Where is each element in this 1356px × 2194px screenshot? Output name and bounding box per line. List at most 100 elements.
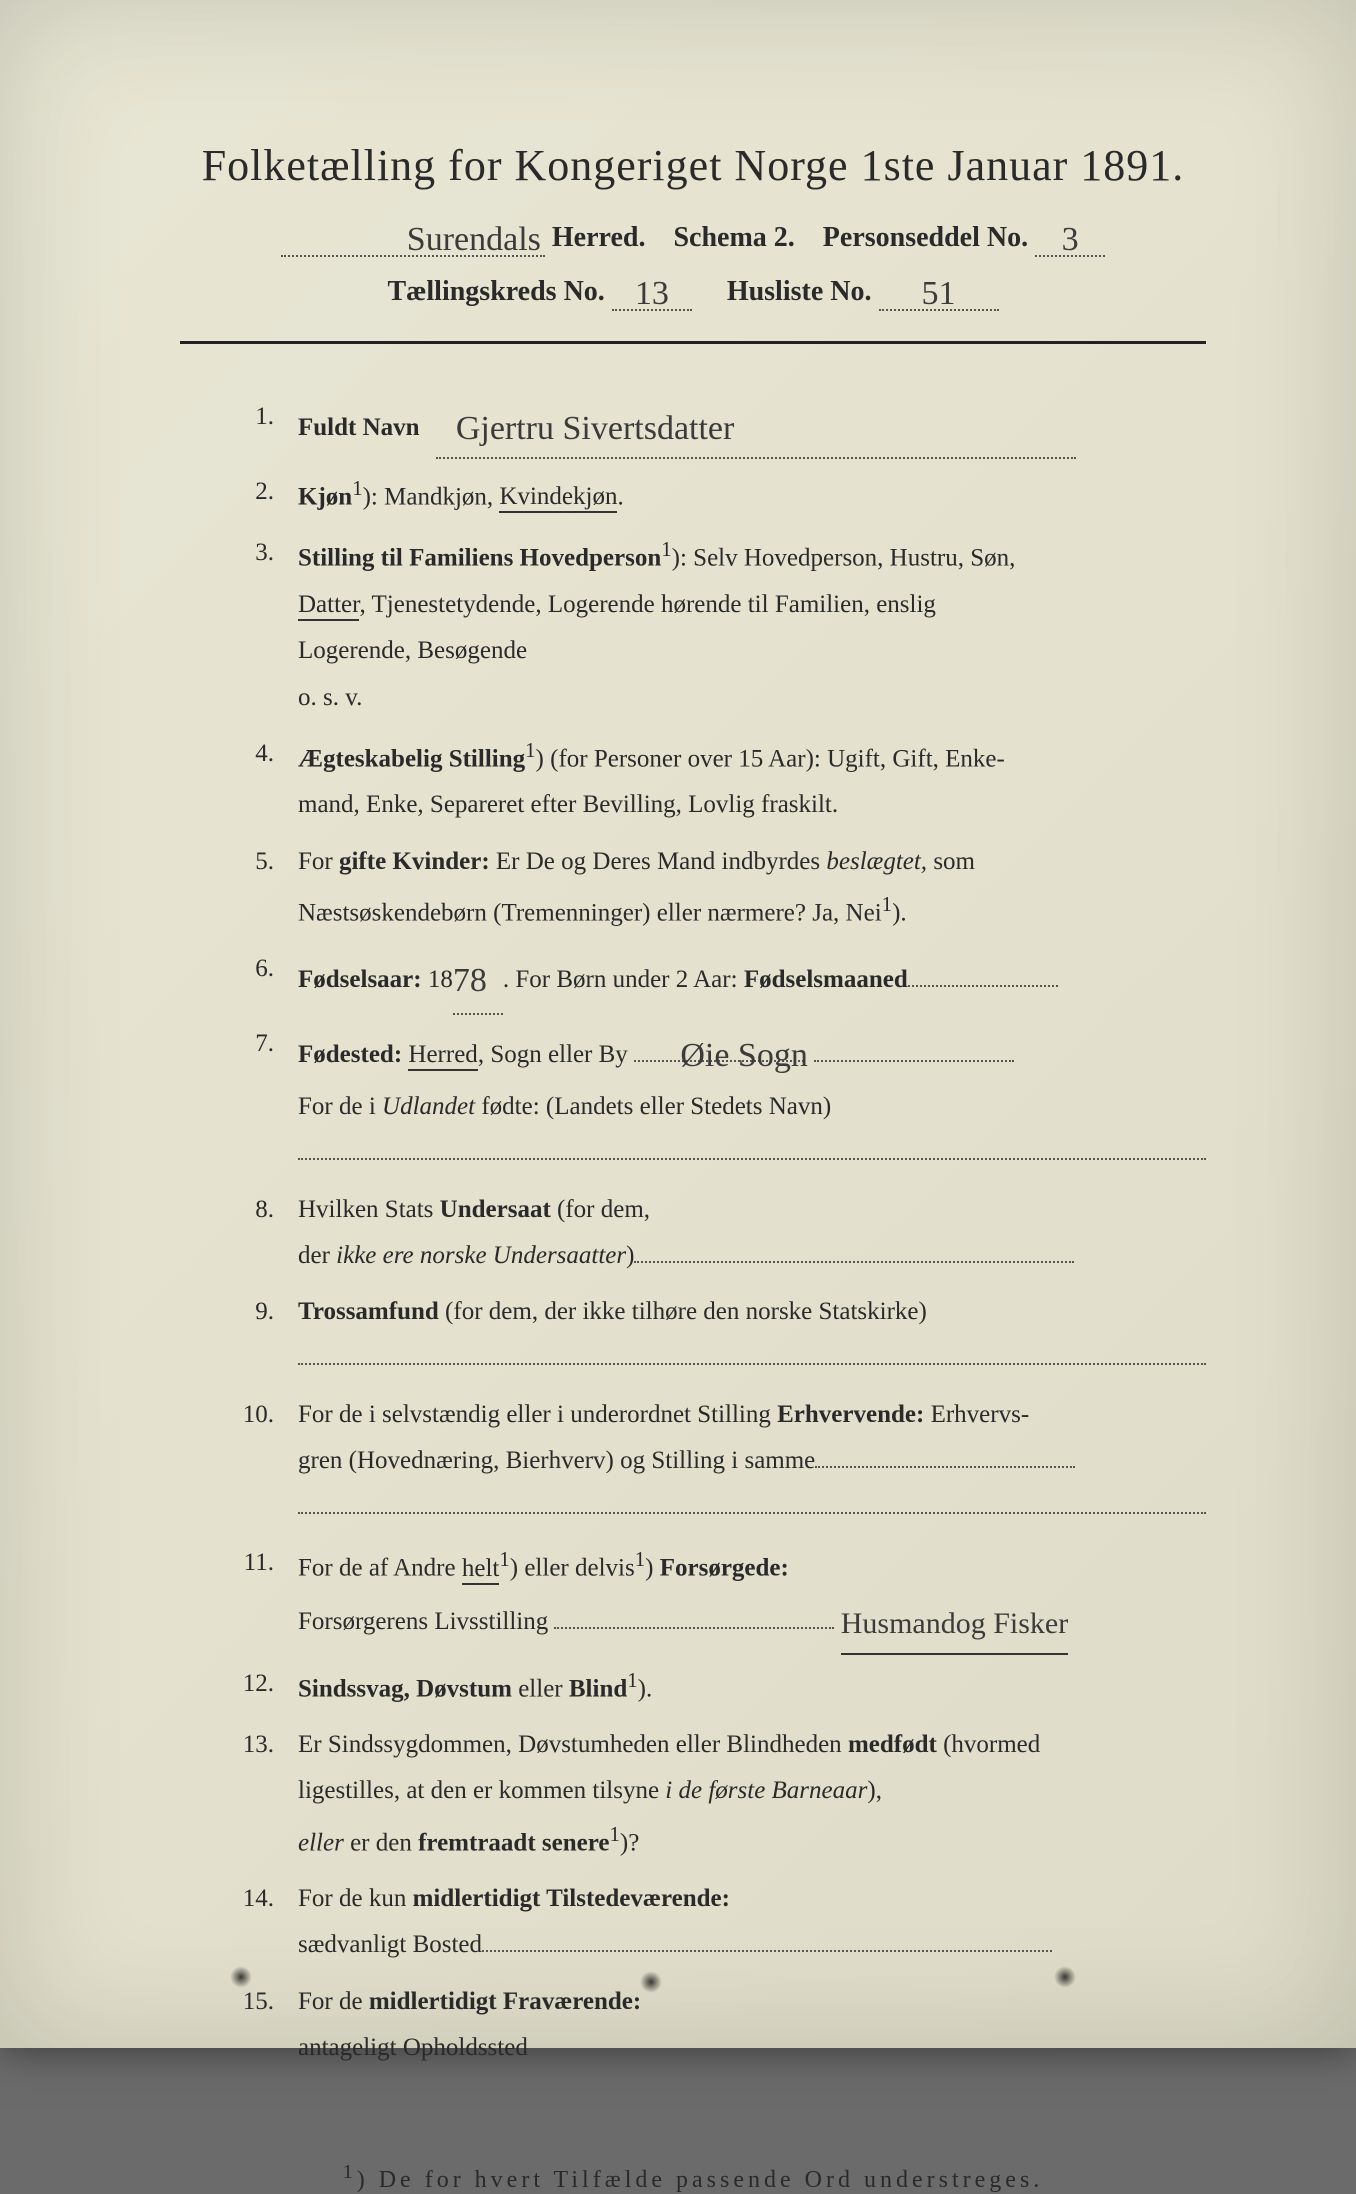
field-label: gifte Kvinder: bbox=[339, 848, 490, 875]
provider-hw: Husmandog Fisker bbox=[841, 1596, 1069, 1655]
selected-option: Herred bbox=[408, 1041, 477, 1071]
text: der bbox=[298, 1242, 336, 1269]
text-italic: beslægtet, bbox=[826, 848, 927, 875]
text: er den bbox=[344, 1829, 418, 1856]
text: Næstsøskendebørn (Tremenninger) eller næ… bbox=[298, 899, 882, 926]
item-3: 3. Stilling til Familiens Hovedperson1):… bbox=[210, 530, 1206, 720]
text: Er De og Deres Mand indbyrdes bbox=[490, 848, 827, 875]
footnote-text: ) De for hvert Tilfælde passende Ord und… bbox=[357, 2167, 1044, 2193]
herred-handwritten: Surendals bbox=[407, 221, 541, 259]
selected-option: Kvindekjøn bbox=[499, 483, 617, 513]
item-12: 12. Sindssvag, Døvstum eller Blind1). bbox=[210, 1661, 1206, 1713]
item-2: 2. Kjøn1): Mandkjøn, Kvindekjøn. bbox=[210, 469, 1206, 521]
item-5: 5. For gifte Kvinder: Er De og Deres Man… bbox=[210, 839, 1206, 937]
field-label: Undersaat bbox=[440, 1196, 551, 1223]
smudge-mark bbox=[230, 1966, 252, 1988]
field-label: midlertidigt Tilstedeværende: bbox=[413, 1885, 730, 1912]
footnote: 1) De for hvert Tilfælde passende Ord un… bbox=[180, 2161, 1206, 2194]
sup: 1 bbox=[882, 892, 892, 916]
item-num: 14. bbox=[210, 1876, 298, 1969]
text: ). bbox=[638, 1675, 653, 1702]
sup: 1 bbox=[343, 2161, 357, 2183]
field-label: Trossamfund bbox=[298, 1298, 439, 1325]
field-label: fremtraadt senere bbox=[418, 1829, 609, 1856]
text: . bbox=[617, 483, 623, 510]
text: som bbox=[927, 848, 975, 875]
schema-label: Schema 2. bbox=[673, 222, 794, 253]
field-label: midlertidigt Fraværende: bbox=[369, 1988, 641, 2015]
text: (hvormed bbox=[937, 1731, 1040, 1758]
item-11: 11. For de af Andre helt1) eller delvis1… bbox=[210, 1540, 1206, 1650]
smudge-mark bbox=[1054, 1966, 1076, 1988]
personseddel-no-hw: 3 bbox=[1062, 221, 1079, 259]
husliste-no-hw: 51 bbox=[922, 275, 956, 313]
text: ): Mandkjøn, bbox=[363, 483, 500, 510]
text: (for dem, bbox=[551, 1196, 650, 1223]
item-num: 15. bbox=[210, 1979, 298, 2072]
birthplace-hw: Øie Sogn bbox=[680, 1025, 808, 1088]
sup: 1 bbox=[661, 537, 671, 561]
text: For de i bbox=[298, 1093, 382, 1120]
form-title: Folketælling for Kongeriget Norge 1ste J… bbox=[180, 140, 1206, 191]
text: Logerende, Besøgende bbox=[298, 637, 527, 664]
item-9: 9. Trossamfund (for dem, der ikke tilhør… bbox=[210, 1289, 1206, 1382]
census-form-page: Folketælling for Kongeriget Norge 1ste J… bbox=[0, 0, 1356, 2048]
item-num: 5. bbox=[210, 839, 298, 937]
text-italic: ikke ere norske Undersaatter bbox=[336, 1242, 626, 1269]
text: mand, Enke, Separeret efter Bevilling, L… bbox=[298, 791, 838, 818]
form-items: 1. Fuldt Navn Gjertru Sivertsdatter 2. K… bbox=[180, 394, 1206, 2071]
text: Hvilken Stats bbox=[298, 1196, 440, 1223]
item-num: 3. bbox=[210, 530, 298, 720]
sup: 1 bbox=[525, 738, 535, 762]
text: For de i selvstændig eller i underordnet… bbox=[298, 1401, 777, 1428]
text: ) bbox=[645, 1555, 660, 1582]
taellingskreds-label: Tællingskreds No. bbox=[387, 276, 604, 307]
sup: 1 bbox=[352, 476, 362, 500]
text: ) bbox=[626, 1242, 634, 1269]
header-rule bbox=[180, 341, 1206, 344]
field-label: Fødselsmaaned bbox=[744, 966, 908, 993]
item-14: 14. For de kun midlertidigt Tilstedevære… bbox=[210, 1876, 1206, 1969]
field-label: Stilling til Familiens Hovedperson bbox=[298, 545, 661, 572]
text: fødte: (Landets eller Stedets Navn) bbox=[475, 1093, 831, 1120]
text-italic: i de første Barneaar bbox=[665, 1777, 867, 1804]
taellingskreds-no-hw: 13 bbox=[635, 275, 669, 313]
item-num: 6. bbox=[210, 946, 298, 1011]
text: For de bbox=[298, 1988, 369, 2015]
item-13: 13. Er Sindssygdommen, Døvstumheden elle… bbox=[210, 1722, 1206, 1866]
field-label: Fødselsaar: bbox=[298, 966, 422, 993]
text: sædvanligt Bosted bbox=[298, 1931, 482, 1958]
text: ligestilles, at den er kommen tilsyne bbox=[298, 1777, 665, 1804]
text: gren (Hovednæring, Bierhverv) og Stillin… bbox=[298, 1447, 815, 1474]
sup: 1 bbox=[635, 1547, 645, 1571]
item-7: 7. Fødested: Herred, Sogn eller By Øie S… bbox=[210, 1021, 1206, 1176]
item-num: 2. bbox=[210, 469, 298, 521]
item-num: 4. bbox=[210, 731, 298, 829]
field-label: Ægteskabelig Stilling bbox=[298, 745, 525, 772]
text: ) eller delvis bbox=[510, 1555, 635, 1582]
item-6: 6. Fødselsaar: 1878. For Børn under 2 Aa… bbox=[210, 946, 1206, 1011]
field-label: Kjøn bbox=[298, 483, 352, 510]
text: Er Sindssygdommen, Døvstumheden eller Bl… bbox=[298, 1731, 848, 1758]
selected-option: Datter bbox=[298, 591, 359, 621]
text: Erhvervs- bbox=[924, 1401, 1029, 1428]
item-num: 11. bbox=[210, 1540, 298, 1650]
field-label: Fødested: bbox=[298, 1041, 402, 1068]
text: For bbox=[298, 848, 339, 875]
field-label: Blind bbox=[569, 1675, 627, 1702]
text: (for dem, der ikke tilhøre den norske St… bbox=[439, 1298, 927, 1325]
item-4: 4. Ægteskabelig Stilling1) (for Personer… bbox=[210, 731, 1206, 829]
item-num: 8. bbox=[210, 1187, 298, 1280]
herred-row: Surendals Herred. Schema 2. Personseddel… bbox=[180, 217, 1206, 257]
field-label: Sindssvag, Døvstum bbox=[298, 1675, 512, 1702]
field-label: Forsørgede: bbox=[660, 1555, 789, 1582]
herred-label: Herred. bbox=[552, 222, 646, 253]
personseddel-label: Personseddel No. bbox=[823, 222, 1028, 253]
husliste-label: Husliste No. bbox=[727, 276, 872, 307]
sup: 1 bbox=[609, 1822, 619, 1846]
item-num: 9. bbox=[210, 1289, 298, 1382]
text: ), bbox=[867, 1777, 882, 1804]
text: For de kun bbox=[298, 1885, 413, 1912]
name-handwritten: Gjertru Sivertsdatter bbox=[456, 398, 735, 461]
text: eller bbox=[512, 1675, 569, 1702]
